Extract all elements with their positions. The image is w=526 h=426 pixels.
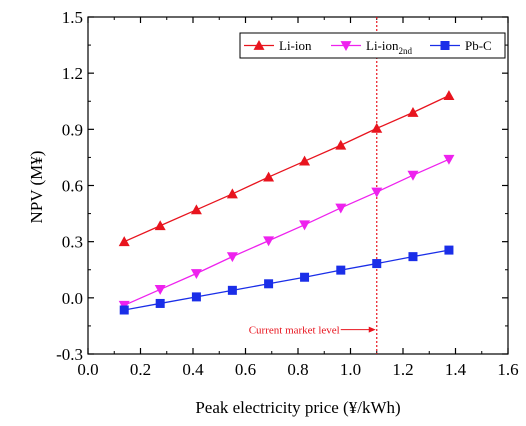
data-point: [263, 171, 275, 182]
legend-entry-0: Li-ion: [244, 38, 312, 53]
data-point: [443, 90, 455, 101]
annotation-text: Current market level: [249, 325, 340, 337]
data-point: [118, 236, 130, 247]
data-point: [226, 252, 238, 263]
data-point: [371, 122, 383, 133]
legend-label-text: Pb-C: [465, 38, 492, 53]
x-tick-label: 1.2: [392, 360, 413, 379]
annotation-group: Current market level: [249, 325, 376, 337]
legend-label-text: Li-ion: [366, 38, 399, 53]
data-point: [226, 188, 238, 199]
legend-box: [239, 32, 506, 59]
data-point: [300, 272, 310, 282]
y-tick-label: 1.2: [62, 64, 83, 83]
x-tick-label: 0.0: [77, 360, 98, 379]
legend-marker: [440, 41, 450, 50]
legend-entry-1: Li-ion2nd: [331, 38, 413, 56]
x-tick-label: 1.6: [497, 360, 518, 379]
data-point: [299, 220, 311, 231]
data-point: [119, 305, 129, 315]
legend-label: Li-ion2nd: [366, 38, 413, 56]
data-point: [335, 139, 347, 150]
legend: Li-ion Li-ion2nd Pb-C: [239, 32, 506, 59]
data-point: [154, 220, 166, 231]
x-tick-label: 0.4: [182, 360, 204, 379]
series-2: [119, 245, 454, 315]
data-point: [191, 292, 201, 302]
data-point: [371, 187, 383, 198]
data-point: [408, 252, 418, 262]
x-tick-label: 1.0: [340, 360, 361, 379]
x-tick-label: 0.8: [287, 360, 308, 379]
data-point: [407, 170, 419, 181]
data-point: [227, 285, 237, 295]
legend-label-subscript: 2nd: [399, 46, 413, 56]
legend-entry-2: Pb-C: [430, 38, 492, 53]
y-tick-label: -0.3: [56, 345, 83, 364]
data-point: [190, 269, 202, 279]
data-point: [335, 203, 347, 214]
y-tick-label: 0.9: [62, 120, 83, 139]
legend-label-text: Li-ion: [279, 38, 312, 53]
axes: 0.0 0.2 0.4 0.6 0.8 1.0 1.2 1.4 1.6-0.30.00.30.6…: [56, 8, 519, 379]
y-axis-label: NPV (M¥): [27, 151, 46, 224]
data-point: [407, 106, 419, 117]
series-group: [118, 90, 455, 315]
x-tick-label: 0.6: [235, 360, 256, 379]
series-0: [118, 90, 455, 247]
series-line: [123, 95, 450, 243]
data-point: [336, 265, 346, 275]
data-point: [299, 155, 311, 166]
series-1: [118, 154, 455, 311]
data-point: [155, 298, 165, 308]
legend-marker: [253, 40, 265, 50]
data-point: [444, 245, 454, 255]
plot-frame: [87, 16, 509, 355]
legend-label: Li-ion: [279, 38, 312, 53]
data-point: [154, 285, 166, 295]
data-point: [443, 154, 455, 165]
legend-marker: [340, 41, 352, 51]
data-point: [190, 204, 202, 215]
x-axis-label: Peak electricity price (¥/kWh): [195, 398, 400, 417]
y-tick-label: 0.0: [62, 289, 83, 308]
y-tick-label: 0.3: [62, 233, 83, 252]
annotation-arrow-head: [368, 326, 376, 333]
x-tick-label: 1.4: [445, 360, 467, 379]
y-tick-label: 1.5: [62, 8, 83, 27]
x-tick-label: 0.2: [130, 360, 151, 379]
data-point: [263, 236, 275, 247]
data-point: [372, 259, 382, 269]
series-line: [123, 158, 450, 306]
series-line: [124, 249, 450, 311]
legend-label: Pb-C: [465, 38, 492, 53]
y-tick-label: 0.6: [62, 177, 83, 196]
data-point: [264, 279, 274, 289]
